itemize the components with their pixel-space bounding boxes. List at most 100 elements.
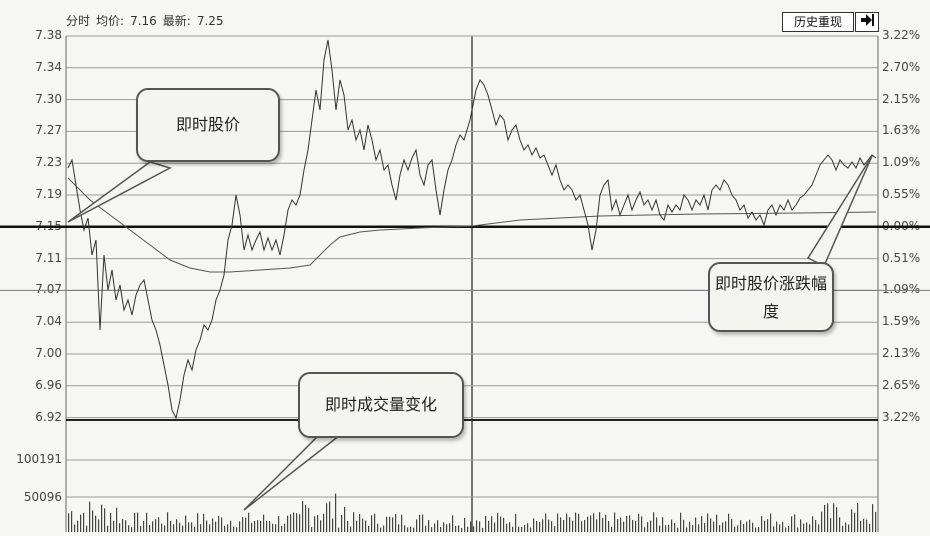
history-replay-button[interactable]: 历史重现 xyxy=(782,12,854,32)
volume-bar xyxy=(71,511,73,532)
volume-bar xyxy=(719,525,721,532)
volume-bar xyxy=(353,512,355,532)
volume-bar xyxy=(197,513,199,532)
volume-bar xyxy=(770,513,772,532)
volume-bar xyxy=(578,513,580,532)
percent-tick: 2.65% xyxy=(882,377,921,392)
price-tick: 7.11 xyxy=(35,250,62,265)
percent-tick: 1.09% xyxy=(882,155,921,170)
volume-bar xyxy=(767,519,769,532)
volume-bar xyxy=(374,513,376,532)
callout-pointer-price xyxy=(67,161,172,223)
volume-bar xyxy=(539,521,541,532)
volume-bar xyxy=(818,524,820,532)
volume-bar xyxy=(449,523,451,532)
average-price-line xyxy=(67,177,877,273)
volume-bar xyxy=(476,520,478,532)
volume-bar xyxy=(395,514,397,532)
volume-bar xyxy=(437,520,439,532)
volume-bar xyxy=(185,515,187,532)
volume-bar xyxy=(683,519,685,532)
volume-bar xyxy=(854,512,856,532)
volume-bar xyxy=(362,518,364,532)
volume-bar xyxy=(254,520,256,532)
volume-bar xyxy=(746,521,748,532)
volume-bar xyxy=(674,522,676,532)
avg-price-value: 7.16 xyxy=(130,14,157,28)
volume-bar xyxy=(848,524,850,532)
volume-bar xyxy=(341,515,343,532)
volume-bar xyxy=(92,510,94,532)
volume-bar xyxy=(737,525,739,532)
volume-bar xyxy=(701,516,703,532)
volume-bar xyxy=(140,526,142,532)
volume-bar xyxy=(461,527,463,532)
volume-bar xyxy=(302,501,304,532)
volume-bar xyxy=(179,522,181,532)
volume-bar xyxy=(863,518,865,532)
volume-bar xyxy=(833,503,835,532)
volume-bar xyxy=(872,504,874,532)
volume-bar xyxy=(440,526,442,532)
volume-bar xyxy=(611,526,613,532)
volume-bar xyxy=(836,507,838,532)
volume-bar xyxy=(740,520,742,532)
volume-bar xyxy=(824,504,826,532)
volume-bar xyxy=(428,520,430,532)
volume-bar xyxy=(290,514,292,532)
volume-bar xyxy=(329,501,331,532)
volume-bar xyxy=(686,527,688,532)
percent-tick: 1.59% xyxy=(882,314,921,329)
volume-bar xyxy=(812,516,814,532)
volume-bar xyxy=(131,527,133,532)
volume-bar xyxy=(137,512,139,532)
volume-bar xyxy=(356,520,358,532)
volume-bar xyxy=(389,516,391,532)
volume-bar xyxy=(320,520,322,532)
volume-bar xyxy=(380,527,382,532)
volume-bar xyxy=(509,522,511,532)
last-price-label: 最新: xyxy=(162,14,191,28)
volume-bar xyxy=(146,512,148,532)
volume-bar xyxy=(443,522,445,532)
volume-bar xyxy=(77,520,79,532)
volume-bar xyxy=(755,527,757,532)
volume-bar xyxy=(167,512,169,532)
volume-bar xyxy=(494,522,496,532)
volume-bar xyxy=(851,509,853,532)
percent-tick: 2.13% xyxy=(882,346,921,360)
volume-bar xyxy=(401,514,403,532)
volume-bar xyxy=(335,493,337,532)
volume-bar xyxy=(458,525,460,532)
volume-bar xyxy=(620,517,622,532)
volume-bar xyxy=(119,523,121,532)
volume-bar xyxy=(176,519,178,532)
volume-bar xyxy=(794,514,796,532)
volume-bar xyxy=(368,525,370,532)
volume-bar xyxy=(617,519,619,532)
volume-bar xyxy=(314,516,316,532)
volume-bar xyxy=(158,517,160,532)
price-tick: 7.04 xyxy=(35,314,62,329)
volume-bar xyxy=(209,524,211,532)
volume-bar xyxy=(194,526,196,532)
price-tick: 7.23 xyxy=(35,155,62,170)
volume-bar xyxy=(446,524,448,532)
volume-bar xyxy=(260,520,262,532)
callout-change: 即时股价涨跌幅度 xyxy=(708,262,834,332)
volume-bar xyxy=(614,512,616,532)
callout-volume: 即时成交量变化 xyxy=(298,372,464,438)
volume-bar xyxy=(668,524,670,532)
exit-button[interactable] xyxy=(855,12,879,32)
volume-bar xyxy=(572,520,574,532)
volume-bar xyxy=(827,503,829,532)
volume-bar xyxy=(431,527,433,532)
volume-bar xyxy=(233,526,235,532)
volume-bar xyxy=(113,520,115,532)
volume-bar xyxy=(281,525,283,532)
volume-bar xyxy=(68,513,70,532)
volume-bar xyxy=(398,524,400,532)
percent-tick: 3.22% xyxy=(882,409,921,424)
